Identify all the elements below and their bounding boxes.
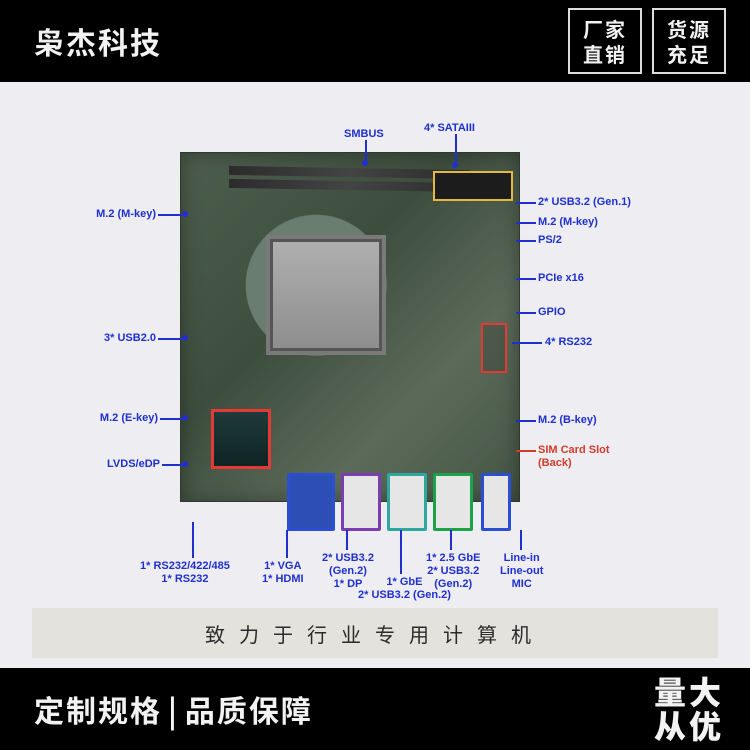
- footer-separator: |: [162, 687, 185, 731]
- label-line: 2* USB3.2: [426, 565, 480, 578]
- leader-dot: [452, 162, 458, 168]
- label-rs232: 4* RS232: [545, 336, 592, 349]
- footer-right: 量大 从优: [654, 675, 724, 742]
- usb32-port-a: [341, 473, 381, 531]
- usb32-port-b: [433, 473, 473, 531]
- leader: [162, 464, 182, 466]
- label-m2-mkey-r: M.2 (M-key): [538, 216, 598, 229]
- badge-direct-sale: 厂家 直销: [568, 8, 642, 74]
- label-line: 1* VGA: [262, 560, 304, 573]
- serial-io-block: [211, 409, 271, 469]
- leader: [455, 134, 457, 162]
- gbe-port: [387, 473, 427, 531]
- motherboard-diagram: SMBUS 4* SATAIII M.2 (M-key) 3* USB2.0 M…: [0, 82, 750, 642]
- label-line: 1* RS232: [140, 573, 230, 586]
- label-line: (Gen.2): [426, 578, 480, 591]
- leader: [516, 450, 536, 452]
- label-25gbe: 1* 2.5 GbE 2* USB3.2 (Gen.2): [426, 552, 480, 592]
- leader-dot: [182, 461, 188, 467]
- label-line: 2* USB3.2: [322, 552, 374, 565]
- label-line: 1* RS232/422/485: [140, 560, 230, 573]
- leader: [516, 420, 536, 422]
- label-line: Line-out: [500, 565, 543, 578]
- leader: [512, 342, 542, 344]
- leader-dot: [362, 160, 368, 166]
- footer-text-b: 品质保障: [185, 687, 313, 731]
- bottom-bar: 定制规格|品质保障 量大 从优: [0, 668, 750, 750]
- tagline-strip: 致力于行业专用计算机: [32, 608, 718, 658]
- tagline-text: 致力于行业专用计算机: [205, 619, 545, 648]
- label-sim-slot: SIM Card Slot (Back): [538, 444, 610, 470]
- badge-stock: 货源 充足: [652, 8, 726, 74]
- leader: [450, 530, 452, 550]
- audio-jack-block: [481, 473, 511, 531]
- rs232-header: [481, 323, 507, 373]
- label-m2-bkey: M.2 (B-key): [538, 414, 597, 427]
- leader: [286, 530, 288, 558]
- leader: [346, 530, 348, 550]
- label-lvds: LVDS/eDP: [36, 458, 160, 471]
- leader: [400, 530, 402, 574]
- label-usb20: 3* USB2.0: [36, 332, 156, 345]
- label-line: SIM Card Slot: [538, 444, 610, 457]
- label-ps2: PS/2: [538, 234, 562, 247]
- brand-title: 枭杰科技: [34, 19, 162, 63]
- footer-text-a: 定制规格: [34, 687, 162, 731]
- leader: [158, 338, 182, 340]
- leader: [365, 140, 367, 160]
- badge-line: 直销: [583, 41, 627, 66]
- leader: [158, 214, 182, 216]
- leader: [516, 202, 536, 204]
- label-usb32-gen1: 2* USB3.2 (Gen.1): [538, 196, 631, 209]
- label-smbus: SMBUS: [344, 128, 384, 141]
- top-bar: 枭杰科技 厂家 直销 货源 充足: [0, 0, 750, 82]
- label-sata: 4* SATAIII: [424, 122, 475, 135]
- label-m2-mkey-l: M.2 (M-key): [36, 208, 156, 221]
- label-gpio: GPIO: [538, 306, 566, 319]
- label-m2-ekey: M.2 (E-key): [36, 412, 158, 425]
- leader: [516, 240, 536, 242]
- label-audio: Line-in Line-out MIC: [500, 552, 543, 592]
- label-line: 1* 2.5 GbE: [426, 552, 480, 565]
- pcb-board: [180, 152, 520, 502]
- leader: [516, 278, 536, 280]
- vga-port: [287, 473, 335, 531]
- badge-group: 厂家 直销 货源 充足: [568, 8, 726, 74]
- label-rs232-combo: 1* RS232/422/485 1* RS232: [140, 560, 230, 586]
- footer-left: 定制规格|品质保障: [34, 687, 313, 731]
- leader: [160, 418, 182, 420]
- leader-dot: [182, 211, 188, 217]
- cpu-socket: [266, 235, 386, 355]
- footer-right-line: 从优: [654, 709, 724, 743]
- label-pcie: PCIe x16: [538, 272, 584, 285]
- leader-dot: [182, 415, 188, 421]
- label-line: 1* HDMI: [262, 573, 304, 586]
- label-line: Line-in: [500, 552, 543, 565]
- label-line: MIC: [500, 578, 543, 591]
- leader: [520, 530, 522, 550]
- label-vga-hdmi: 1* VGA 1* HDMI: [262, 560, 304, 586]
- badge-line: 货源: [667, 16, 711, 41]
- leader-dot: [182, 335, 188, 341]
- badge-line: 充足: [667, 41, 711, 66]
- label-line: (Back): [538, 457, 610, 470]
- badge-line: 厂家: [583, 16, 627, 41]
- leader: [192, 522, 194, 558]
- sata-block: [433, 171, 513, 201]
- leader: [516, 312, 536, 314]
- leader: [516, 222, 536, 224]
